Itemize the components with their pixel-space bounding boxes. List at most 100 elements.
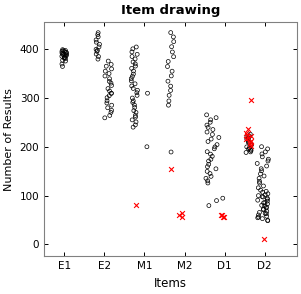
Point — [176, 213, 181, 218]
Point — [246, 140, 251, 145]
Point — [260, 194, 265, 199]
Point — [133, 115, 138, 119]
Point — [64, 54, 68, 58]
Point — [205, 164, 210, 169]
Point — [205, 169, 209, 174]
Point — [61, 48, 66, 53]
Point — [133, 61, 138, 66]
Point — [205, 130, 209, 134]
Point — [133, 81, 138, 86]
Point — [263, 193, 268, 197]
Point — [247, 139, 252, 143]
Point — [107, 71, 111, 76]
Point — [166, 103, 171, 108]
Point — [249, 98, 253, 103]
Point — [105, 106, 110, 110]
Point — [179, 211, 184, 215]
Point — [64, 50, 69, 55]
Point — [132, 108, 136, 113]
Point — [135, 93, 139, 98]
Point — [244, 145, 249, 149]
Point — [260, 190, 265, 195]
Point — [96, 30, 101, 35]
Point — [265, 199, 270, 203]
Point — [131, 72, 136, 76]
Point — [109, 91, 114, 96]
Point — [166, 98, 171, 103]
Point — [167, 93, 172, 98]
Point — [135, 52, 140, 57]
Point — [219, 212, 223, 217]
Point — [132, 105, 137, 110]
Point — [131, 98, 136, 103]
Point — [209, 157, 213, 162]
Point — [263, 211, 268, 216]
Point — [134, 110, 138, 115]
Point — [171, 39, 176, 44]
Point — [208, 118, 213, 122]
Point — [256, 193, 261, 198]
Point — [60, 54, 64, 59]
Point — [135, 88, 140, 93]
Point — [60, 49, 64, 54]
Point — [144, 144, 149, 149]
Point — [129, 66, 134, 71]
Point — [180, 215, 185, 220]
Point — [105, 95, 110, 100]
Point — [246, 136, 251, 140]
Point — [129, 76, 134, 81]
X-axis label: Items: Items — [154, 277, 187, 290]
Point — [96, 34, 101, 39]
Point — [266, 157, 271, 161]
Point — [209, 174, 213, 179]
Point — [215, 142, 219, 147]
Y-axis label: Number of Results: Number of Results — [4, 88, 14, 191]
Point — [264, 206, 269, 211]
Point — [206, 162, 211, 167]
Point — [249, 139, 254, 143]
Point — [95, 32, 100, 37]
Point — [165, 64, 170, 69]
Point — [131, 86, 136, 91]
Point — [60, 47, 65, 52]
Point — [265, 197, 270, 201]
Point — [247, 142, 252, 146]
Point — [61, 52, 66, 56]
Point — [107, 93, 112, 98]
Point — [106, 86, 110, 91]
Point — [105, 98, 110, 103]
Point — [264, 211, 269, 216]
Point — [214, 198, 219, 203]
Point — [246, 140, 251, 145]
Point — [264, 164, 269, 168]
Point — [244, 137, 249, 142]
Point — [206, 125, 210, 130]
Point — [265, 196, 270, 201]
Point — [97, 42, 102, 47]
Point — [96, 54, 101, 59]
Point — [244, 150, 248, 155]
Point — [265, 201, 270, 206]
Point — [257, 210, 262, 215]
Point — [104, 64, 109, 69]
Point — [131, 60, 135, 64]
Point — [104, 101, 109, 105]
Point — [62, 49, 67, 54]
Point — [103, 69, 108, 74]
Point — [247, 134, 252, 139]
Point — [130, 54, 135, 59]
Point — [109, 62, 113, 67]
Point — [208, 120, 213, 125]
Point — [261, 195, 265, 199]
Point — [214, 115, 219, 120]
Point — [220, 212, 225, 217]
Point — [107, 113, 112, 118]
Point — [204, 113, 209, 117]
Point — [210, 127, 215, 132]
Point — [261, 207, 266, 212]
Point — [265, 218, 270, 223]
Point — [132, 103, 137, 107]
Point — [170, 69, 175, 74]
Point — [260, 154, 265, 159]
Point — [261, 201, 266, 205]
